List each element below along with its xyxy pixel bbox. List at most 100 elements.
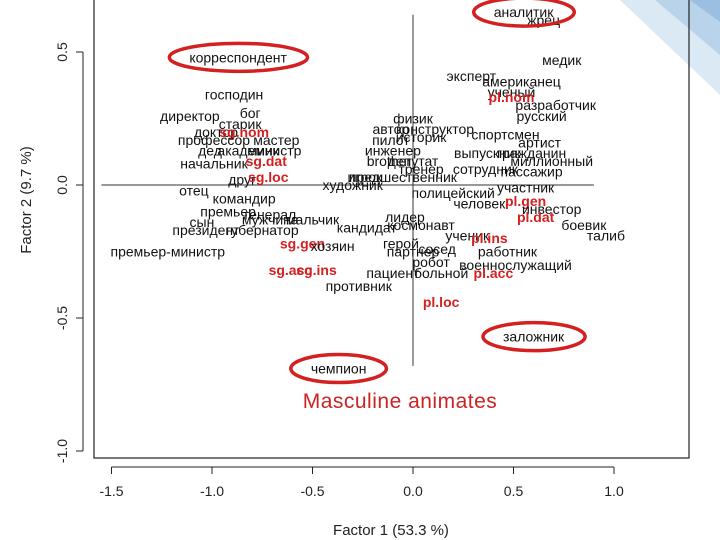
point-labels: аналитикжрецмедиккорреспондентэкспертаме… — [111, 4, 625, 376]
y-tick-label: 0.0 — [54, 175, 70, 195]
plot-frame — [93, 0, 690, 459]
word-point-label: хозяин — [311, 238, 355, 254]
highlight-ellipses — [167, 0, 587, 385]
axes-layer: -1.5 -1.0 -0.5 0.0 0.5 1.0 -1.0 -0.5 0.0 0.5 — [54, 0, 690, 499]
word-point-label: сотрудник — [453, 161, 519, 177]
word-point-label: ученик — [445, 228, 490, 244]
case-point-label: pl.nom — [489, 89, 535, 105]
word-point-label: академик — [217, 142, 279, 158]
word-point-label: выпускник — [454, 145, 522, 161]
word-point-label: инвестор — [522, 201, 582, 217]
word-point-label: корреспондент — [189, 49, 287, 65]
word-point-label: автор — [373, 121, 410, 137]
word-point-label: участник — [497, 180, 555, 196]
x-tick-label: 0.0 — [403, 483, 423, 499]
word-point-label: командир — [213, 190, 276, 206]
word-point-label: предшественник — [349, 169, 458, 185]
word-point-label: конструктор — [396, 121, 474, 137]
x-axis-label: Factor 1 (53.3 %) — [333, 522, 449, 539]
word-point-label: кандидат — [337, 220, 398, 236]
word-point-label: премьер — [200, 204, 256, 220]
word-point-label: дед — [198, 142, 222, 158]
word-point-label: робот — [412, 254, 450, 270]
y-tick-label: -1.0 — [54, 439, 70, 463]
case-point-label: pl.dat — [517, 209, 555, 225]
word-point-label: министр — [247, 142, 301, 158]
word-point-label: космонавт — [387, 217, 455, 233]
word-point-label: художник — [323, 177, 384, 193]
case-point-label: pl.ins — [471, 230, 508, 246]
word-point-label: миллионный — [510, 153, 593, 169]
word-point-label: старик — [219, 116, 263, 132]
word-point-label: премьер-министр — [111, 244, 226, 260]
x-tick-label: -1.0 — [200, 483, 224, 499]
word-point-label: физик — [393, 111, 434, 127]
word-point-label: пассажир — [501, 164, 563, 180]
x-tick-label: 0.5 — [504, 483, 524, 499]
word-point-label: медик — [542, 52, 582, 68]
word-point-label: генерал — [244, 206, 296, 222]
case-point-label: sg.acc — [269, 262, 313, 278]
word-point-label: мужчина — [242, 212, 299, 228]
x-tick-label: -0.5 — [300, 483, 324, 499]
case-point-label: pl.acc — [474, 265, 514, 281]
word-point-label: бог — [240, 105, 261, 121]
word-point-label: противник — [326, 278, 393, 294]
word-point-label: больной — [414, 265, 468, 281]
word-point-label: артист — [518, 134, 561, 150]
y-axis-label: Factor 2 (9.7 %) — [18, 146, 35, 254]
word-point-label: герой — [383, 236, 419, 252]
word-point-label: аналитик — [494, 4, 555, 20]
word-point-label: русский — [517, 108, 567, 124]
slide-title: Masculine animates — [302, 390, 498, 413]
highlight-ellipse — [471, 0, 576, 28]
case-point-label: sg.loc — [248, 169, 289, 185]
x-tick-label: -1.5 — [99, 483, 123, 499]
word-point-label: начальник — [180, 156, 248, 172]
case-point-label: sg.dat — [246, 153, 288, 169]
word-point-label: полицейский — [412, 185, 495, 201]
word-point-label: инженер — [365, 142, 421, 158]
word-point-label: лидер — [385, 209, 425, 225]
word-point-label: мальчик — [286, 212, 340, 228]
word-point-label: игрок — [347, 169, 382, 185]
word-point-label: президент — [172, 222, 240, 238]
word-point-label: гражданин — [497, 145, 566, 161]
case-point-label: pl.loc — [423, 294, 460, 310]
word-point-label: спортсмен — [471, 126, 539, 142]
word-point-label: чемпион — [311, 361, 367, 377]
word-point-label: brother — [367, 153, 412, 169]
word-point-label: депутат — [388, 153, 439, 169]
word-point-label: человек — [453, 196, 506, 212]
word-point-label: профессор — [178, 132, 250, 148]
word-point-label: друг — [228, 172, 256, 188]
word-point-label: ученый — [488, 84, 536, 100]
word-point-label: пилот — [372, 132, 410, 148]
word-point-label: партнер — [387, 244, 440, 260]
word-point-label: разработчик — [515, 97, 596, 113]
word-point-label: американец — [482, 73, 561, 89]
highlight-ellipse — [167, 41, 310, 74]
word-point-label: заложник — [503, 329, 565, 345]
case-point-label: pl.gen — [505, 193, 546, 209]
word-point-label: тренер — [398, 161, 444, 177]
corner-decoration-inner — [655, 0, 720, 55]
y-tick-label: -0.5 — [54, 306, 70, 330]
case-point-label: sg.nom — [219, 124, 269, 140]
word-point-label: доктор — [194, 124, 238, 140]
word-point-label: господин — [205, 87, 263, 103]
word-point-label: сосед — [418, 241, 456, 257]
case-point-label: sg.ins — [296, 262, 337, 278]
word-point-label: губернатор — [226, 222, 299, 238]
word-point-label: директор — [160, 108, 220, 124]
corner-decoration-tip — [690, 0, 720, 22]
word-point-label: работник — [478, 244, 538, 260]
highlight-ellipse — [289, 352, 389, 385]
word-point-label: талиб — [587, 228, 625, 244]
word-point-label: мастер — [253, 132, 299, 148]
reference-lines — [101, 14, 594, 366]
word-point-label: эксперт — [446, 68, 496, 84]
x-tick-label: 1.0 — [604, 483, 624, 499]
word-point-label: сын — [190, 214, 215, 230]
